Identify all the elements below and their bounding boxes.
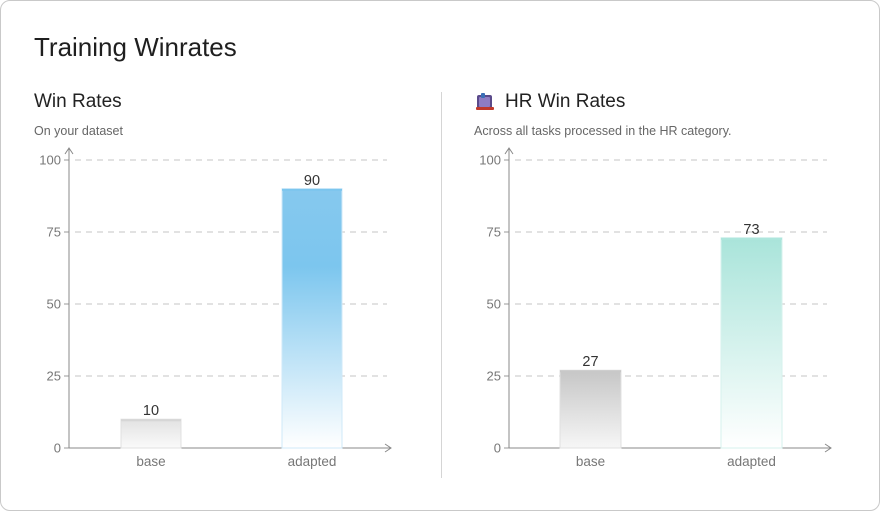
panel-divider <box>441 92 442 478</box>
y-tick-label: 100 <box>479 153 501 168</box>
y-tick-label: 75 <box>487 225 501 240</box>
y-tick-label: 25 <box>47 369 61 384</box>
bar-base <box>559 369 622 449</box>
page-title: Training Winrates <box>34 32 237 62</box>
y-tick-label: 50 <box>487 297 501 312</box>
data-label: 73 <box>743 222 759 238</box>
y-tick-label: 100 <box>39 153 61 168</box>
panel-subtitle: Across all tasks processed in the HR cat… <box>474 124 732 138</box>
hr-book-icon <box>474 92 496 112</box>
win-rates-chart: 0 25 50 75 100 10 base 90 adapted <box>39 147 392 469</box>
x-axis-arrow <box>384 443 392 453</box>
panel-title-text: HR Win Rates <box>505 91 626 112</box>
panel-title-win-rates: Win Rates <box>34 91 122 113</box>
x-tick-label: base <box>136 454 165 469</box>
y-tick-label: 75 <box>47 225 61 240</box>
data-label: 90 <box>304 173 320 189</box>
bar-adapted <box>720 237 783 449</box>
panel-title-text: Win Rates <box>34 91 122 112</box>
y-axis-arrow <box>64 147 74 155</box>
x-tick-label: adapted <box>727 454 776 469</box>
data-label: 27 <box>582 354 598 370</box>
y-axis-arrow <box>504 147 514 155</box>
y-tick-label: 0 <box>494 441 501 456</box>
y-tick-label: 0 <box>54 441 61 456</box>
panel-title-hr-win-rates: HR Win Rates <box>474 91 625 113</box>
x-tick-label: base <box>576 454 605 469</box>
y-tick-label: 50 <box>47 297 61 312</box>
bar-adapted <box>281 188 343 449</box>
panel-subtitle: On your dataset <box>34 124 123 138</box>
y-tick-label: 25 <box>487 369 501 384</box>
x-axis-arrow <box>824 443 832 453</box>
data-label: 10 <box>143 403 159 419</box>
x-tick-label: adapted <box>288 454 337 469</box>
